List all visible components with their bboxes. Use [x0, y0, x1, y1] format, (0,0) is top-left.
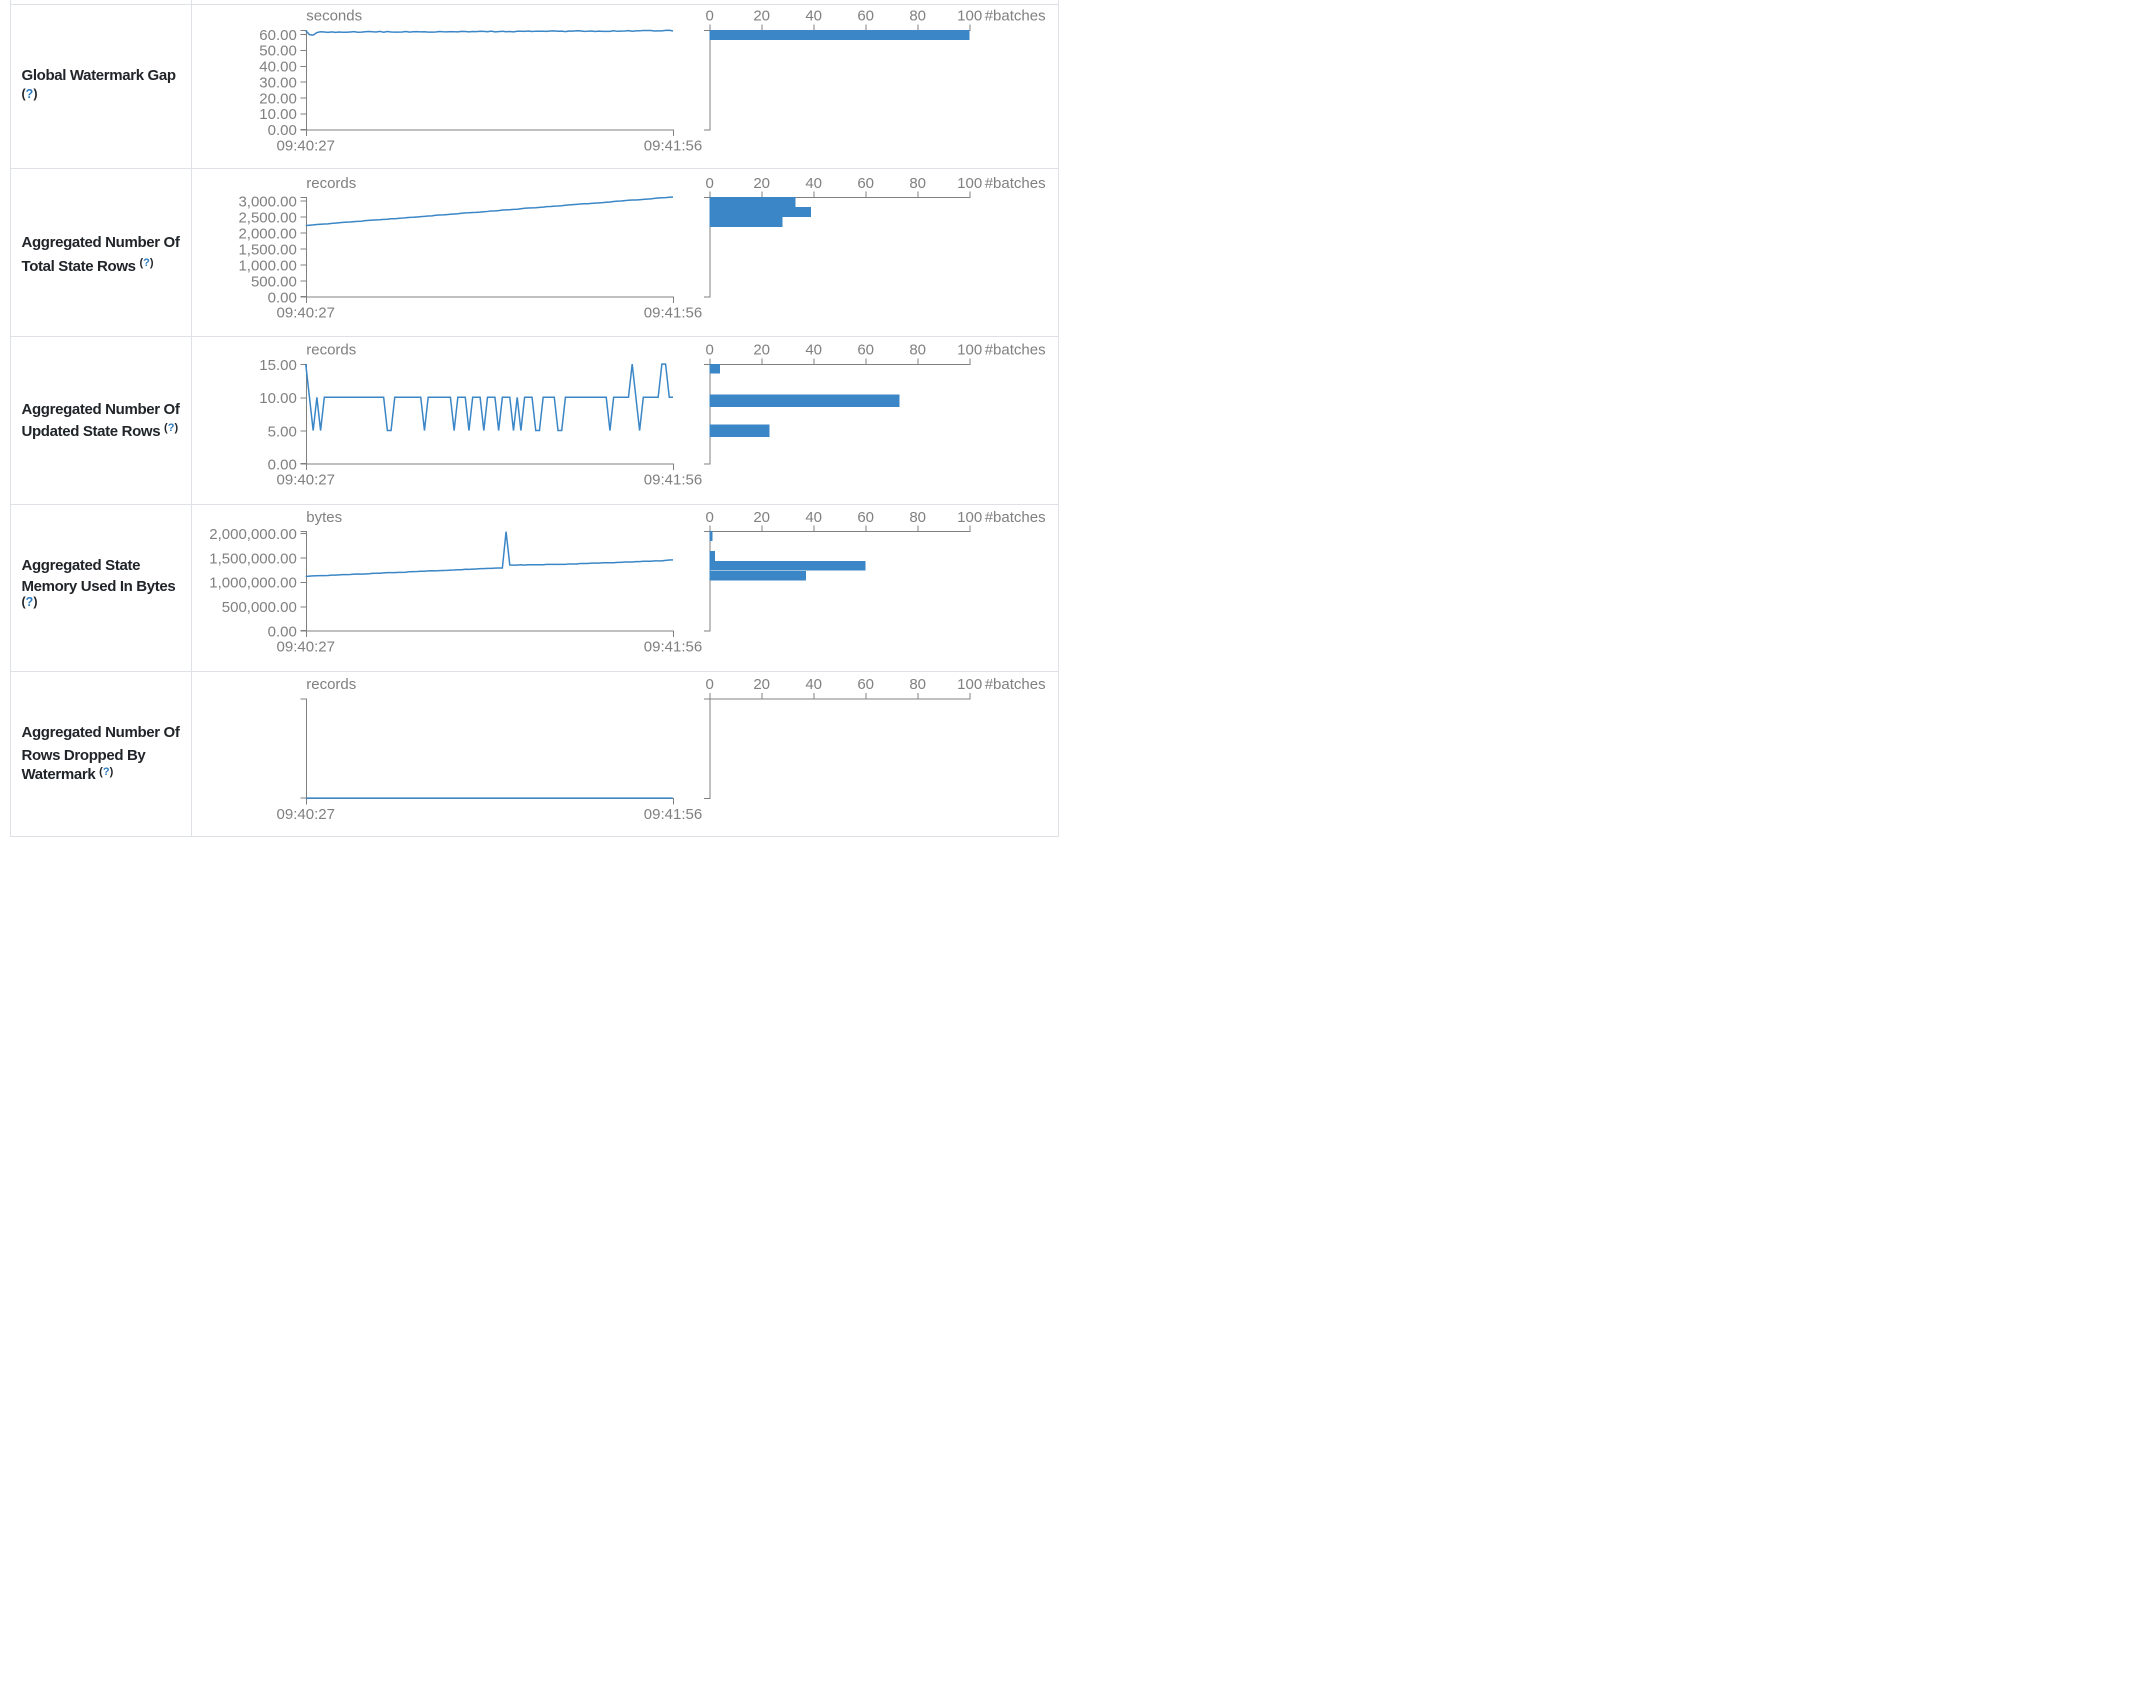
svg-text:50.00: 50.00: [259, 43, 297, 60]
svg-text:0: 0: [706, 509, 714, 526]
svg-text:#batches: #batches: [985, 676, 1046, 693]
svg-text:bytes: bytes: [306, 509, 342, 526]
svg-text:0: 0: [706, 676, 714, 693]
svg-text:5.00: 5.00: [268, 423, 297, 440]
svg-text:09:41:56: 09:41:56: [644, 137, 702, 154]
svg-text:0.00: 0.00: [268, 122, 297, 139]
svg-text:0: 0: [706, 175, 714, 192]
svg-text:3,000.00: 3,000.00: [238, 193, 296, 210]
svg-text:09:40:27: 09:40:27: [277, 639, 335, 656]
svg-text:2,500.00: 2,500.00: [238, 209, 296, 226]
svg-text:30.00: 30.00: [259, 74, 297, 91]
svg-text:09:40:27: 09:40:27: [277, 137, 335, 154]
svg-text:#batches: #batches: [985, 509, 1046, 526]
svg-text:#batches: #batches: [985, 342, 1046, 359]
svg-text:records: records: [306, 342, 356, 359]
svg-text:1,000.00: 1,000.00: [238, 257, 296, 274]
svg-text:0.00: 0.00: [268, 624, 297, 641]
svg-text:60: 60: [857, 342, 874, 359]
svg-text:1,500.00: 1,500.00: [238, 241, 296, 258]
svg-text:40: 40: [805, 342, 822, 359]
svg-text:#batches: #batches: [985, 8, 1046, 25]
svg-text:60: 60: [857, 509, 874, 526]
svg-text:10.00: 10.00: [259, 106, 297, 123]
svg-text:60: 60: [857, 175, 874, 192]
svg-text:40: 40: [805, 8, 822, 25]
svg-text:0.00: 0.00: [268, 457, 297, 474]
svg-text:1,000,000.00: 1,000,000.00: [209, 575, 297, 592]
svg-text:100: 100: [957, 342, 982, 359]
svg-text:15.00: 15.00: [259, 357, 297, 374]
svg-text:records: records: [306, 676, 356, 693]
svg-text:09:41:56: 09:41:56: [644, 806, 702, 823]
svg-text:80: 80: [909, 509, 926, 526]
svg-text:20: 20: [753, 175, 770, 192]
svg-text:40: 40: [805, 676, 822, 693]
svg-text:60.00: 60.00: [259, 27, 297, 44]
svg-text:2,000,000.00: 2,000,000.00: [209, 526, 297, 543]
svg-text:80: 80: [909, 175, 926, 192]
svg-text:500.00: 500.00: [251, 273, 297, 290]
svg-text:20: 20: [753, 342, 770, 359]
svg-text:0: 0: [706, 8, 714, 25]
svg-text:09:40:27: 09:40:27: [277, 806, 335, 823]
svg-text:100: 100: [957, 509, 982, 526]
svg-text:100: 100: [957, 8, 982, 25]
svg-text:09:40:27: 09:40:27: [277, 472, 335, 489]
svg-text:40: 40: [805, 509, 822, 526]
svg-text:seconds: seconds: [306, 8, 362, 25]
svg-text:20.00: 20.00: [259, 90, 297, 107]
svg-text:60: 60: [857, 8, 874, 25]
svg-text:09:41:56: 09:41:56: [644, 639, 702, 656]
svg-text:20: 20: [753, 676, 770, 693]
svg-text:#batches: #batches: [985, 175, 1046, 192]
svg-text:80: 80: [909, 8, 926, 25]
svg-text:records: records: [306, 175, 356, 192]
svg-text:20: 20: [753, 8, 770, 25]
svg-text:60: 60: [857, 676, 874, 693]
svg-text:09:41:56: 09:41:56: [644, 472, 702, 489]
svg-text:40.00: 40.00: [259, 59, 297, 76]
svg-text:0: 0: [706, 342, 714, 359]
svg-text:80: 80: [909, 676, 926, 693]
svg-text:0.00: 0.00: [268, 289, 297, 306]
svg-text:100: 100: [957, 175, 982, 192]
svg-text:09:41:56: 09:41:56: [644, 305, 702, 322]
svg-text:10.00: 10.00: [259, 390, 297, 407]
svg-text:100: 100: [957, 676, 982, 693]
svg-text:2,000.00: 2,000.00: [238, 225, 296, 242]
svg-text:09:40:27: 09:40:27: [277, 305, 335, 322]
svg-text:20: 20: [753, 509, 770, 526]
svg-text:80: 80: [909, 342, 926, 359]
svg-text:1,500,000.00: 1,500,000.00: [209, 550, 297, 567]
svg-text:500,000.00: 500,000.00: [222, 599, 297, 616]
svg-text:40: 40: [805, 175, 822, 192]
